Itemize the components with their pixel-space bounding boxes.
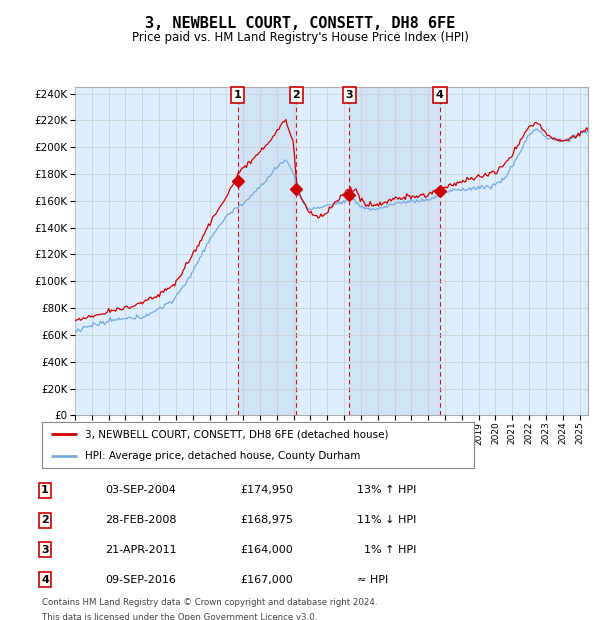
Text: £167,000: £167,000 <box>240 575 293 585</box>
Text: 4: 4 <box>436 90 444 100</box>
Text: HPI: Average price, detached house, County Durham: HPI: Average price, detached house, Coun… <box>85 451 361 461</box>
Bar <box>349 87 440 415</box>
Text: 11% ↓ HPI: 11% ↓ HPI <box>357 515 416 525</box>
Text: 28-FEB-2008: 28-FEB-2008 <box>105 515 176 525</box>
Text: £174,950: £174,950 <box>240 485 293 495</box>
Text: 13% ↑ HPI: 13% ↑ HPI <box>357 485 416 495</box>
Text: 03-SEP-2004: 03-SEP-2004 <box>105 485 176 495</box>
Text: 3, NEWBELL COURT, CONSETT, DH8 6FE: 3, NEWBELL COURT, CONSETT, DH8 6FE <box>145 16 455 30</box>
Text: 1: 1 <box>234 90 242 100</box>
Text: 3: 3 <box>41 545 49 555</box>
Text: £168,975: £168,975 <box>240 515 293 525</box>
Text: Price paid vs. HM Land Registry's House Price Index (HPI): Price paid vs. HM Land Registry's House … <box>131 31 469 44</box>
Text: 1% ↑ HPI: 1% ↑ HPI <box>357 545 416 555</box>
Text: £164,000: £164,000 <box>240 545 293 555</box>
Bar <box>238 87 296 415</box>
Text: 2: 2 <box>41 515 49 525</box>
Text: 1: 1 <box>41 485 49 495</box>
Text: 2: 2 <box>292 90 300 100</box>
Text: 3: 3 <box>346 90 353 100</box>
Text: 21-APR-2011: 21-APR-2011 <box>105 545 176 555</box>
Text: ≈ HPI: ≈ HPI <box>357 575 388 585</box>
Text: This data is licensed under the Open Government Licence v3.0.: This data is licensed under the Open Gov… <box>42 613 317 620</box>
Text: 09-SEP-2016: 09-SEP-2016 <box>105 575 176 585</box>
Text: 3, NEWBELL COURT, CONSETT, DH8 6FE (detached house): 3, NEWBELL COURT, CONSETT, DH8 6FE (deta… <box>85 429 389 439</box>
Text: Contains HM Land Registry data © Crown copyright and database right 2024.: Contains HM Land Registry data © Crown c… <box>42 598 377 607</box>
Text: 4: 4 <box>41 575 49 585</box>
